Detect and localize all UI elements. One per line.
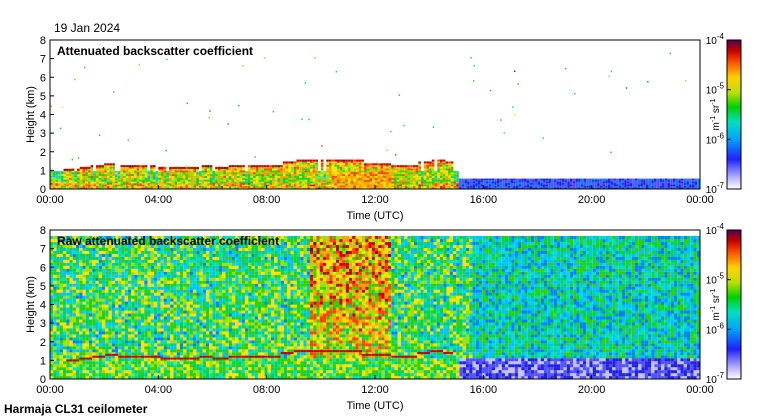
y-tick-label: 0 xyxy=(40,374,46,386)
colorbar-tick-label: 10-7 xyxy=(706,371,725,386)
x-tick-label: 20:00 xyxy=(578,194,606,206)
colorbar xyxy=(726,229,742,380)
y-tick-label: 2 xyxy=(40,147,46,159)
x-tick-label: 12:00 xyxy=(361,384,389,396)
x-axis-label: Time (UTC) xyxy=(346,210,403,222)
colorbar-tick-label: 10-5 xyxy=(706,272,725,287)
y-tick-label: 5 xyxy=(40,281,46,293)
y-tick-label: 6 xyxy=(40,262,46,274)
x-tick-label: 08:00 xyxy=(253,194,281,206)
colorbar-tick-label: 10-6 xyxy=(706,321,725,336)
date-label: 19 Jan 2024 xyxy=(54,21,120,35)
heatmap-cells xyxy=(50,40,700,189)
y-tick-label: 5 xyxy=(40,91,46,103)
colorbar-tick-label: 10-7 xyxy=(706,181,725,196)
y-tick-label: 7 xyxy=(40,244,46,256)
y-tick-label: 6 xyxy=(40,72,46,84)
colorbar-tick-label: 10-6 xyxy=(706,131,725,146)
x-tick-label: 16:00 xyxy=(470,194,498,206)
panel-attenuated-backscatter: 0 1 2 3 4 5 6 7 8 00:00 04:00 08:00 12:00 16:00 20:00 0… xyxy=(25,32,742,222)
x-axis-label: Time (UTC) xyxy=(346,400,403,412)
colorbar-label: m-1 sr-1 xyxy=(710,288,722,320)
y-axis-label: Height (km) xyxy=(25,86,37,143)
heatmap-cells xyxy=(50,230,700,379)
y-tick-label: 8 xyxy=(40,225,46,237)
x-tick-label: 00:00 xyxy=(36,194,64,206)
x-tick-label: 16:00 xyxy=(470,384,498,396)
y-tick-label: 1 xyxy=(40,165,46,177)
x-tick-label: 08:00 xyxy=(253,384,281,396)
x-tick-label: 00:00 xyxy=(686,384,714,396)
y-tick-label: 3 xyxy=(40,318,46,330)
x-tick-label: 00:00 xyxy=(686,194,714,206)
y-tick-label: 4 xyxy=(40,110,46,122)
colorbar-tick-label: 10-4 xyxy=(706,32,725,47)
y-axis-label: Height (km) xyxy=(25,276,37,333)
x-tick-label: 00:00 xyxy=(36,384,64,396)
x-tick-label: 20:00 xyxy=(578,384,606,396)
y-tick-label: 3 xyxy=(40,128,46,140)
colorbar-label: m-1 sr-1 xyxy=(710,98,722,130)
x-tick-label: 12:00 xyxy=(361,194,389,206)
y-tick-label: 4 xyxy=(40,300,46,312)
x-tick-label: 04:00 xyxy=(145,384,173,396)
colorbar xyxy=(726,39,742,190)
y-tick-label: 2 xyxy=(40,337,46,349)
panel-raw-attenuated-backscatter: 0 1 2 3 4 5 6 7 8 00:00 04:00 08:00 12:00 16:00 20:00 0… xyxy=(25,222,742,412)
colorbar-tick-label: 10-4 xyxy=(706,222,725,237)
y-tick-label: 7 xyxy=(40,54,46,66)
y-tick-label: 1 xyxy=(40,355,46,367)
x-tick-label: 04:00 xyxy=(145,194,173,206)
panel-title: Raw attenuated backscatter coefficient xyxy=(57,234,279,248)
instrument-label: Harmaja CL31 ceilometer xyxy=(4,402,148,416)
y-tick-label: 0 xyxy=(40,184,46,196)
panel-title: Attenuated backscatter coefficient xyxy=(57,44,253,58)
colorbar-tick-label: 10-5 xyxy=(706,82,725,97)
y-tick-label: 8 xyxy=(40,35,46,47)
